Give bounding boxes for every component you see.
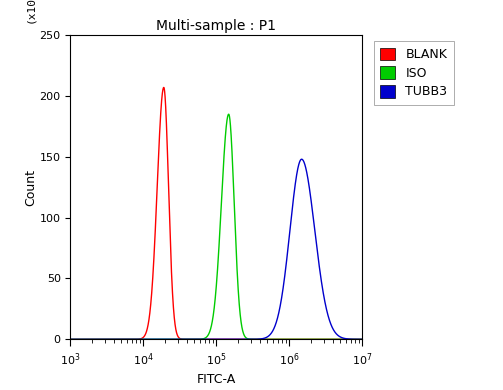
X-axis label: FITC-A: FITC-A — [197, 373, 236, 386]
Y-axis label: Count: Count — [24, 169, 37, 206]
Legend: BLANK, ISO, TUBB3: BLANK, ISO, TUBB3 — [374, 41, 454, 105]
Title: Multi-sample : P1: Multi-sample : P1 — [156, 19, 276, 32]
Text: (x10¹): (x10¹) — [25, 0, 35, 23]
